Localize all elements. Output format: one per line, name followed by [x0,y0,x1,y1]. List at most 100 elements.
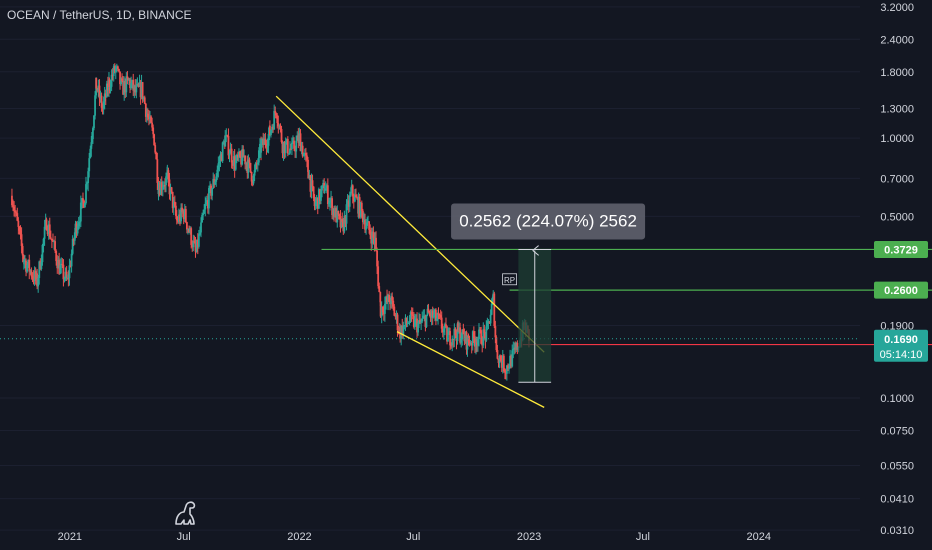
candle [482,329,485,346]
candle [345,204,348,224]
candle [417,323,420,333]
candle [131,79,134,83]
candle [15,212,18,214]
candle [204,204,207,210]
candle [377,266,380,287]
candle [239,151,241,157]
candle [389,301,391,305]
candle [222,141,225,143]
candle [216,169,219,177]
candle [402,325,405,336]
candle [319,189,321,201]
candle [322,183,325,186]
candle [86,183,88,185]
candle [25,260,27,272]
candle [355,194,357,198]
candle [432,314,435,318]
candle [137,83,140,87]
candle [361,210,364,223]
candle [175,215,178,221]
candle [287,153,290,155]
time-tick-label: Jul [406,531,420,543]
candle [150,116,152,123]
candle [168,179,171,195]
candle [42,238,45,245]
candle [116,66,119,69]
time-tick-label: 2021 [58,531,82,543]
candle [363,220,365,223]
candle [230,148,233,163]
candle [401,325,404,336]
candle [45,219,48,231]
candle [472,331,475,339]
candle [100,95,103,108]
candle [17,220,20,227]
candle [34,271,37,280]
price-axis[interactable]: 3.2000 2.4000 1.8000 1.3000 1.0000 0.7000 0.50… [880,2,914,537]
candle [62,264,65,280]
candle [94,95,96,116]
candle [72,238,75,241]
candle [194,250,197,252]
candle [483,329,486,333]
candle [43,226,46,239]
candle [349,191,352,196]
candle [342,221,345,232]
candle [215,176,218,182]
candle [20,234,23,246]
candle [452,338,455,340]
candle [134,85,137,93]
candle [478,329,480,340]
candle [102,101,105,109]
candle [250,171,253,182]
candle [267,133,270,146]
candle [193,240,196,243]
candle [93,115,95,129]
price-tag [874,281,928,299]
time-axis[interactable]: 2021 Jul 2022 Jul 2023 Jul 2024 [58,531,771,543]
candle [158,188,161,195]
candle [274,110,277,114]
drawing-layer[interactable]: 0.2562 (224.07%) 2562 RP [0,95,932,408]
candle [176,220,179,222]
candle [331,198,334,216]
candle [165,176,167,186]
candle [138,82,141,87]
candle [170,187,173,192]
candle [395,314,398,317]
price-tick-label: 1.0000 [880,133,914,145]
candle [464,332,467,342]
candle [430,310,433,318]
candle [221,142,224,162]
candle [458,327,460,331]
candle [448,331,450,335]
candle [201,215,203,223]
candle [316,197,319,209]
candle [449,331,451,346]
candle [189,228,192,233]
candle [180,207,182,222]
candle [409,312,412,321]
candle [421,318,424,322]
candle [155,152,158,160]
candle [181,207,184,213]
candle [36,273,39,287]
candle [494,326,497,338]
candle [474,338,476,347]
candle [53,241,55,243]
candle [379,292,382,303]
candle [378,286,381,293]
price-tick-label: 0.1900 [880,321,914,333]
candle [59,265,62,274]
candle [124,80,127,93]
candle [382,312,385,314]
dino-logo-icon[interactable] [175,501,196,525]
candle [203,209,206,214]
candle [135,85,138,93]
candle [307,171,310,179]
candle [308,175,311,179]
candle [75,223,78,234]
candle [410,312,413,315]
candle [220,154,223,162]
